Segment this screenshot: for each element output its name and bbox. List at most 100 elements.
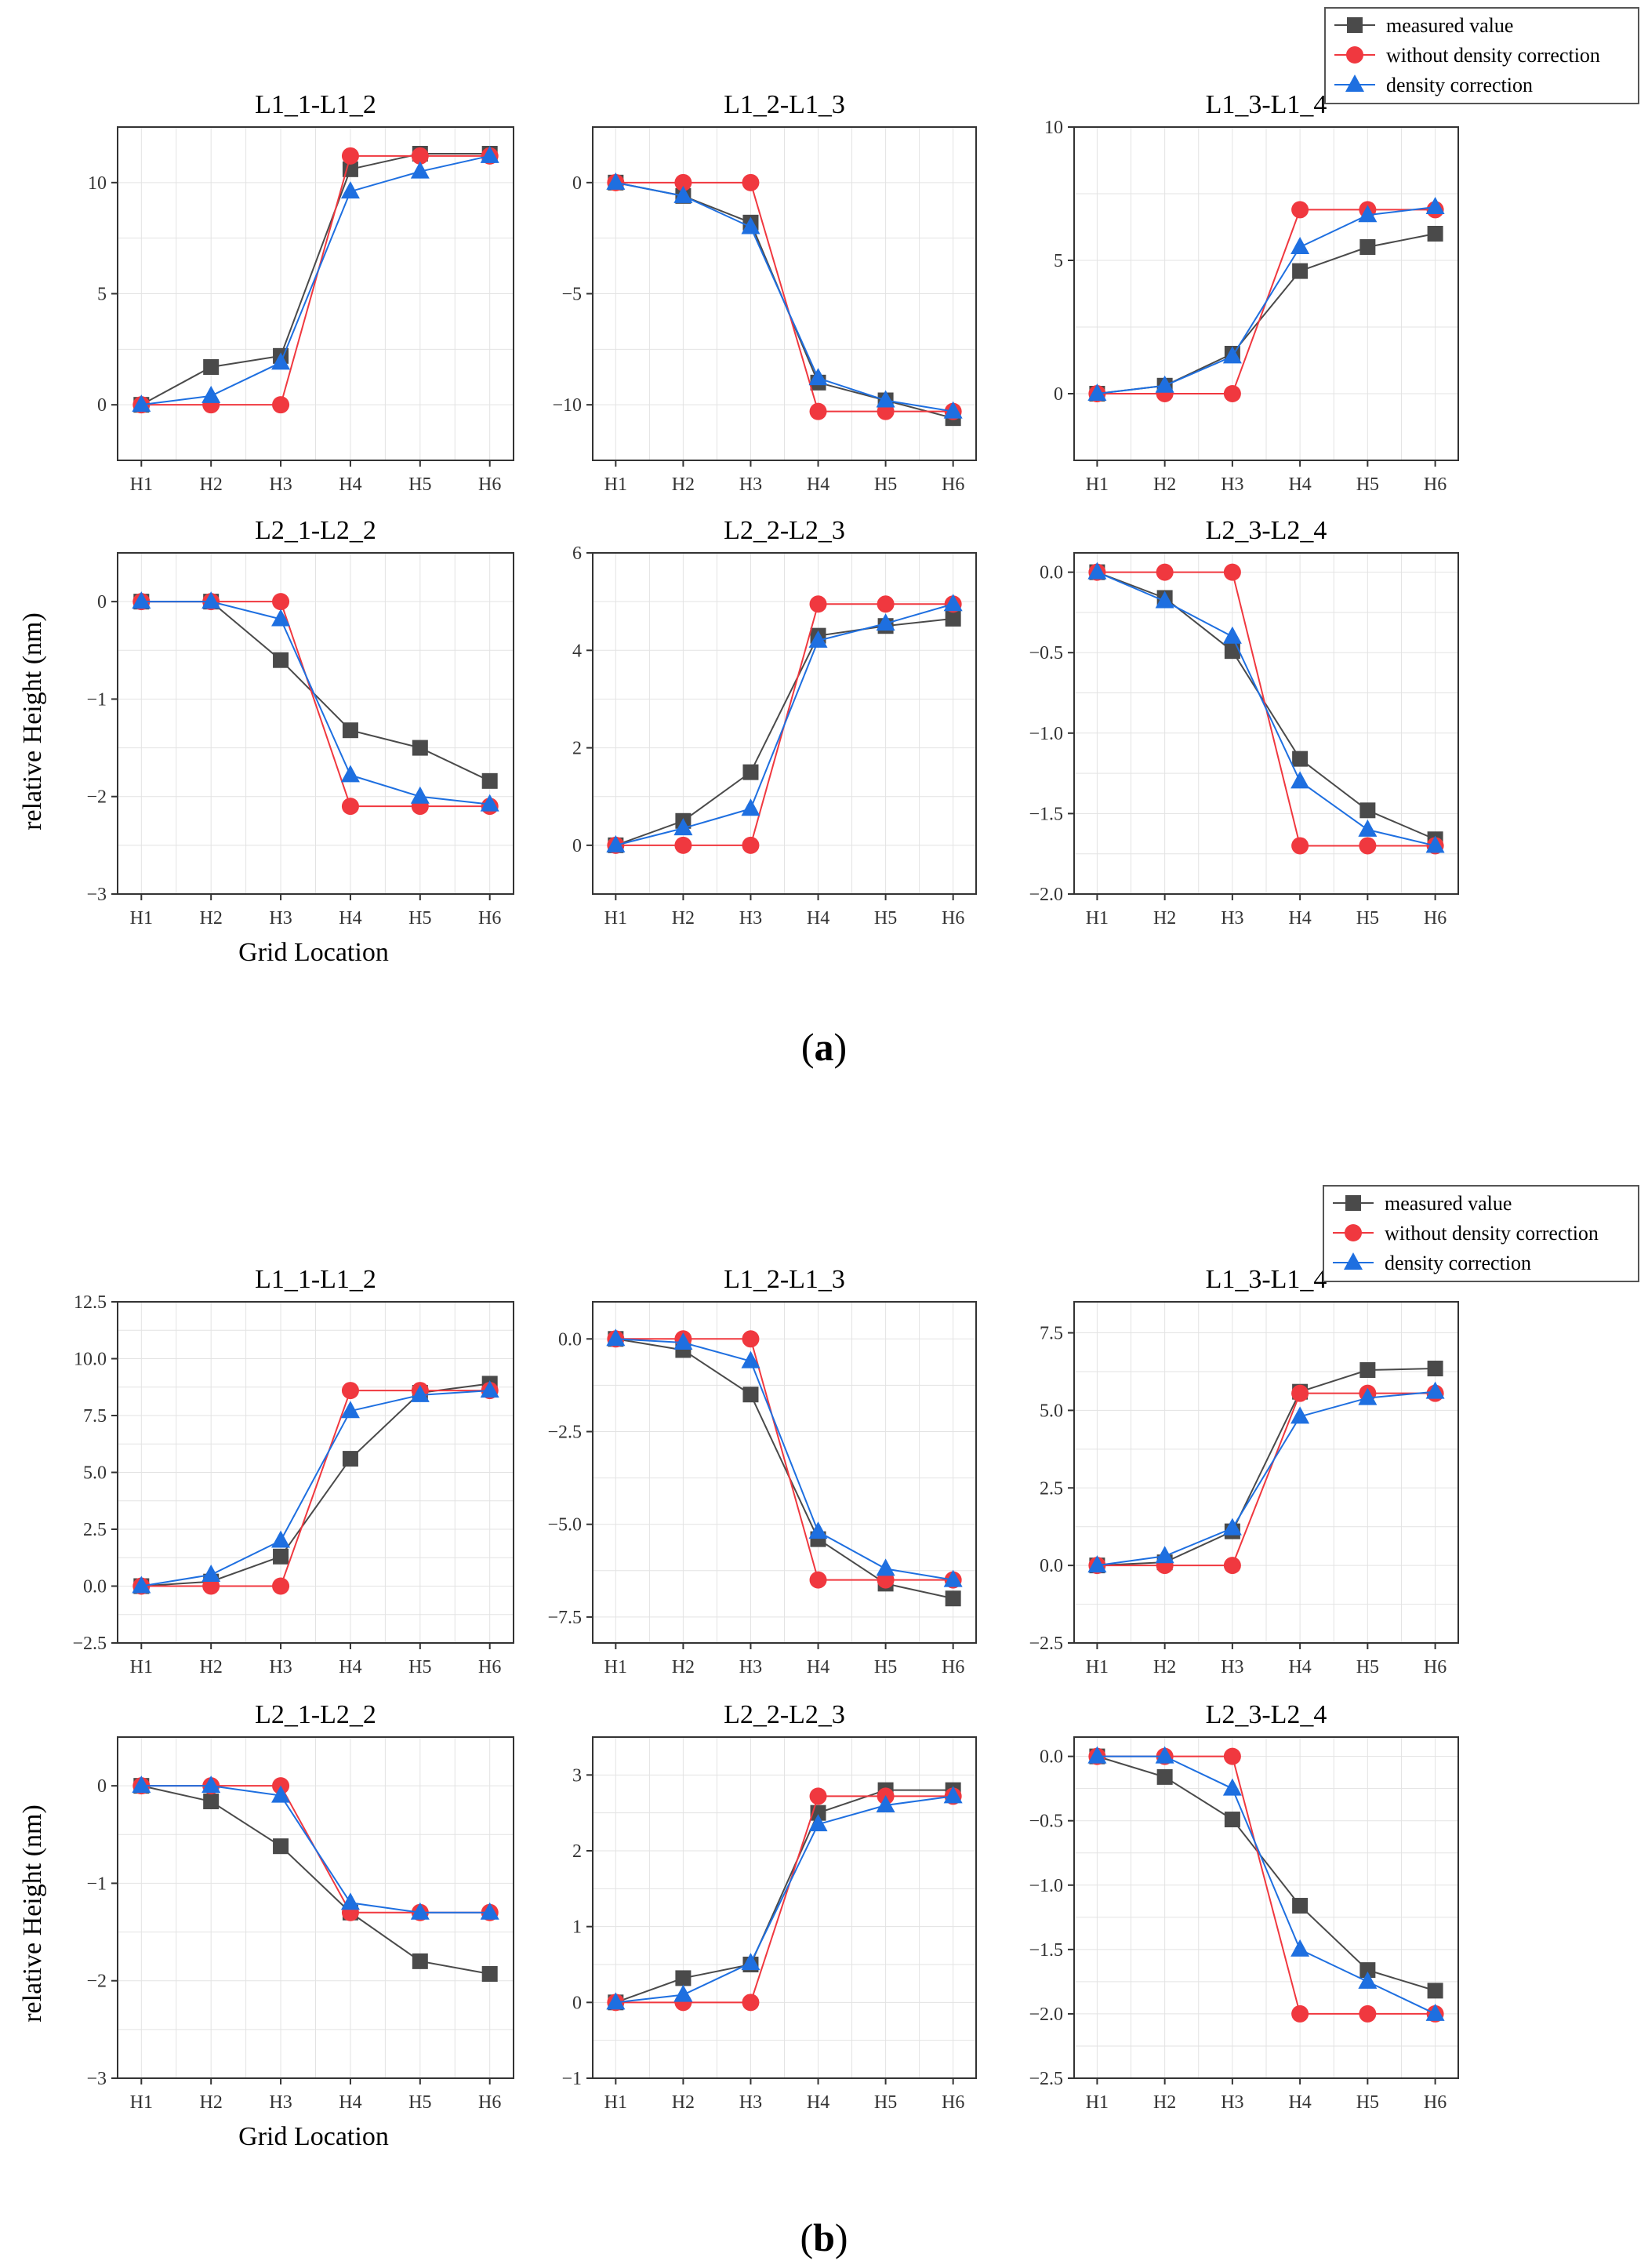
- legend-marker-without: [1345, 1224, 1362, 1241]
- y-tick-label: −3: [86, 885, 107, 905]
- series-line-density: [1097, 1390, 1436, 1567]
- x-tick-label: H1: [604, 908, 627, 929]
- legend-label-density: density correction: [1385, 1252, 1531, 1274]
- data-point-density: [808, 1521, 828, 1539]
- x-tick-label: H4: [807, 2092, 829, 2113]
- data-point-measured: [1224, 643, 1240, 660]
- data-point-measured: [412, 1953, 428, 1969]
- panel-title: L2_3-L2_4: [1206, 516, 1327, 545]
- chart-panel-a-4: −3 −2 −1 0 H1 H2 H3 H4 H5 H6 L2_1-L2_2: [86, 516, 514, 929]
- x-tick-label: H6: [1424, 1657, 1447, 1677]
- x-tick-label: H2: [1153, 1657, 1176, 1677]
- plot-frame: [117, 1736, 514, 2079]
- legend-marker-density: [1344, 1252, 1363, 1270]
- chart-panel-a-2: −10 −5 0 H1 H2 H3 H4 H5 H6 L1_2-L1_3: [552, 90, 977, 495]
- panel-title: L1_3-L1_4: [1206, 90, 1327, 119]
- legend-marker-density: [1345, 75, 1364, 92]
- y-tick-label: −0.5: [1029, 643, 1063, 663]
- y-tick-label: 0: [572, 173, 582, 194]
- figure-caption-b: (b): [800, 2215, 848, 2259]
- x-tick-label: H3: [739, 1657, 762, 1677]
- data-point-measured: [203, 1794, 220, 1810]
- data-point-density: [410, 161, 430, 179]
- x-tick-label: H5: [408, 908, 431, 929]
- y-tick-label: −0.5: [1029, 1812, 1063, 1832]
- data-point-density: [943, 401, 963, 419]
- series-line-density: [141, 154, 490, 406]
- x-tick-label: H1: [1086, 1657, 1109, 1677]
- data-point-density: [673, 818, 693, 836]
- data-point-density: [808, 630, 828, 648]
- data-point-density: [1155, 1746, 1174, 1764]
- panel-title: L1_2-L1_3: [724, 1265, 845, 1294]
- series-line-without: [615, 181, 953, 413]
- data-point-density: [201, 591, 221, 609]
- data-point-density: [1222, 1778, 1242, 1796]
- panel-title: L1_2-L1_3: [724, 90, 845, 119]
- x-tick-label: H3: [1221, 2092, 1243, 2113]
- data-point-without: [272, 593, 290, 611]
- data-point-density: [741, 1953, 760, 1971]
- y-tick-label: 0: [97, 592, 107, 612]
- data-point-density: [1155, 591, 1174, 609]
- data-point-density: [1087, 1555, 1107, 1573]
- data-point-measured: [412, 740, 428, 756]
- y-axis-title-a: relative Height (nm): [18, 612, 47, 831]
- data-point-measured: [481, 772, 498, 789]
- data-point-measured: [1359, 1362, 1376, 1378]
- x-axis-title-b: Grid Location: [238, 2122, 389, 2151]
- y-tick-label: 5: [97, 285, 107, 305]
- x-tick-label: H6: [942, 2092, 964, 2113]
- plot-frame: [1073, 126, 1459, 461]
- chart-panel-a-3: 0 5 10 H1 H2 H3 H4 H5 H6 L1_3-L1_4: [1044, 90, 1459, 495]
- x-tick-label: H2: [1153, 908, 1176, 929]
- series-line-without: [615, 1338, 953, 1581]
- x-tick-label: H2: [200, 908, 223, 929]
- x-tick-label: H3: [739, 474, 762, 495]
- x-tick-label: H5: [1356, 2092, 1379, 2113]
- y-tick-label: −7.5: [547, 1608, 582, 1628]
- data-point-without: [674, 173, 692, 191]
- plot-frame: [1073, 552, 1459, 895]
- data-point-density: [1222, 1517, 1242, 1536]
- data-point-density: [606, 834, 626, 852]
- x-tick-label: H1: [130, 2092, 153, 2113]
- data-point-measured: [1292, 1898, 1309, 1914]
- x-tick-label: H2: [200, 1657, 223, 1677]
- x-tick-label: H3: [269, 1657, 292, 1677]
- data-point-measured: [742, 1387, 759, 1403]
- data-point-density: [876, 390, 895, 408]
- data-point-density: [340, 181, 360, 199]
- y-tick-label: 0: [572, 836, 582, 856]
- data-point-without: [341, 798, 359, 816]
- legend-marker-without: [1346, 46, 1363, 64]
- series-line-density: [1097, 1755, 1436, 2015]
- data-point-density: [1358, 205, 1378, 223]
- y-tick-label: 0.0: [1040, 1556, 1063, 1576]
- y-tick-label: −1: [86, 1874, 107, 1894]
- y-tick-label: 0: [1054, 384, 1063, 405]
- figure-caption-a: (a): [801, 1025, 847, 1069]
- x-tick-label: H1: [1086, 474, 1109, 495]
- data-point-density: [606, 172, 626, 190]
- series-line-density: [1097, 571, 1436, 847]
- y-tick-label: −1: [561, 2069, 582, 2089]
- data-point-density: [673, 185, 693, 203]
- legend-a: measured value without density correction…: [1324, 7, 1639, 104]
- x-tick-label: H5: [874, 474, 897, 495]
- x-tick-label: H2: [200, 2092, 223, 2113]
- data-point-density: [1425, 2003, 1445, 2021]
- x-tick-label: H5: [1356, 1657, 1379, 1677]
- y-tick-label: −1.0: [1029, 1876, 1063, 1896]
- data-point-without: [341, 1382, 359, 1400]
- x-tick-label: H4: [1288, 474, 1311, 495]
- y-tick-label: 7.5: [1040, 1324, 1063, 1344]
- data-point-without: [1223, 563, 1241, 581]
- series-line-density: [615, 1338, 953, 1581]
- legend-marker-measured: [1347, 17, 1363, 33]
- data-point-measured: [1359, 1962, 1376, 1979]
- data-point-measured: [342, 722, 358, 739]
- y-tick-label: −5: [561, 285, 582, 305]
- data-point-measured: [1427, 226, 1443, 242]
- x-tick-label: H4: [1288, 1657, 1311, 1677]
